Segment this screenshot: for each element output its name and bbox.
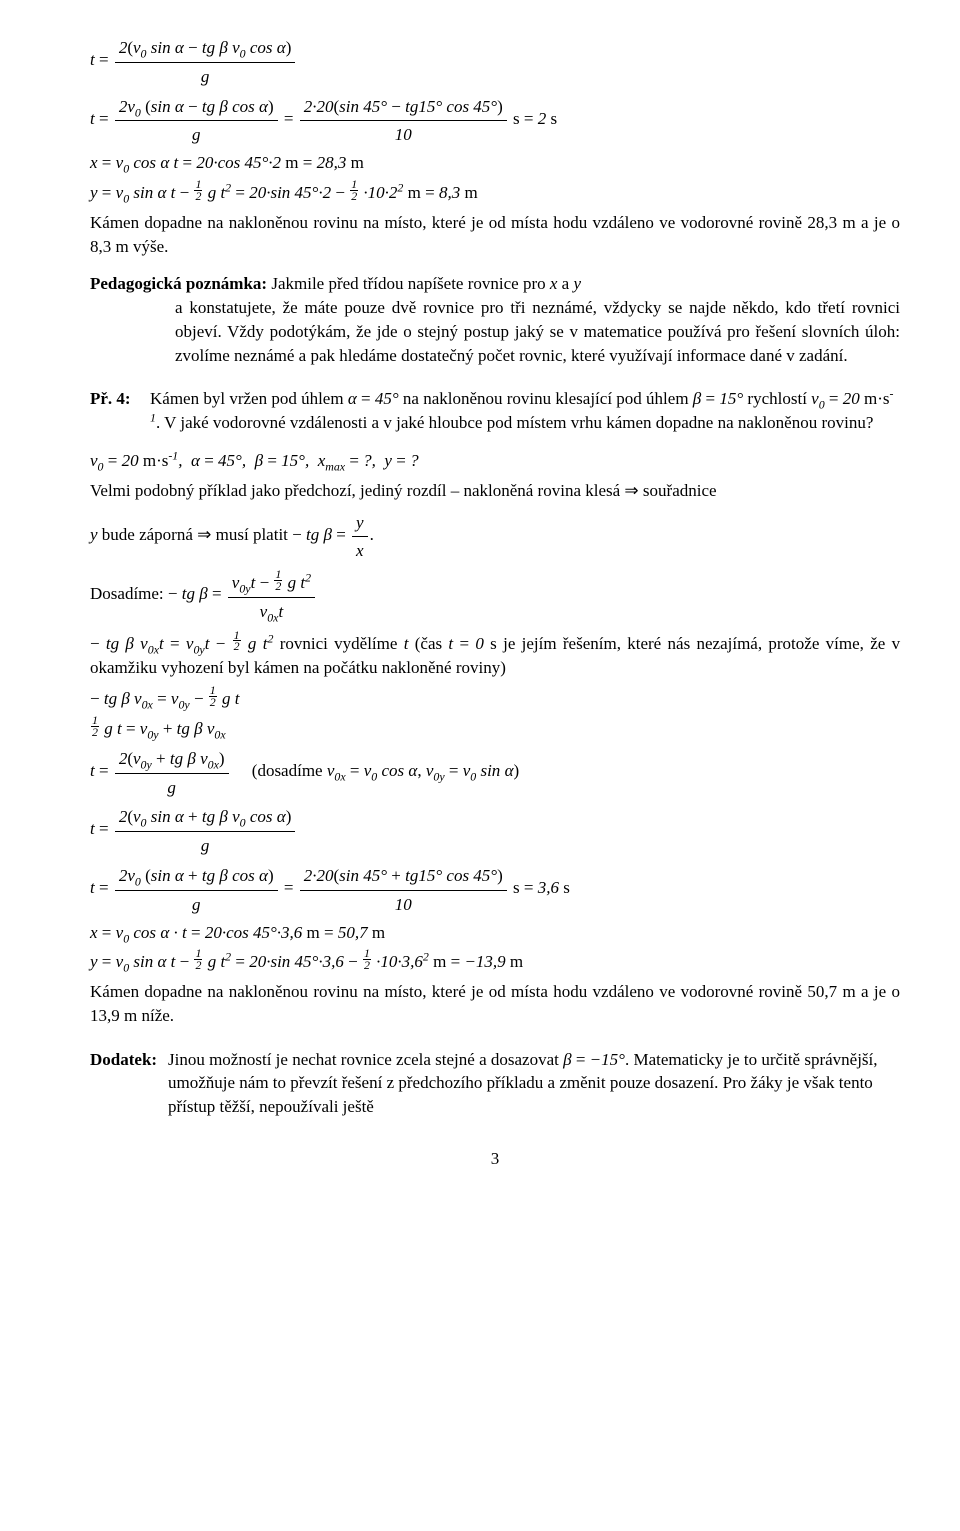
eq7d: (čas	[408, 634, 448, 653]
ex4-s2: na nakloněnou rovinu klesající pod úhlem	[399, 389, 693, 408]
ex4-s3: rychlostí	[743, 389, 811, 408]
ex4-s4: . V jaké vodorovné vzdálenosti a v jaké …	[156, 413, 873, 432]
equation-t2: t = 2v0 (sin α − tg β cos α) g = 2·20(si…	[90, 93, 900, 148]
exercise-4: Př. 4: Kámen byl vržen pod úhlem α = 45°…	[90, 387, 900, 435]
given-values: v0 = 20 m·s-1, α = 45°, β = 15°, xmax = …	[90, 449, 900, 473]
equation-x2: x = v0 cos α · t = 20·cos 45°·3,6 m = 50…	[90, 921, 900, 945]
equation-10: t = 2(v0y + tg β v0x) g (dosadíme v0x = …	[90, 745, 900, 800]
equation-y2: y = v0 sin α t − 12 g t2 = 20·sin 45°·3,…	[90, 948, 900, 974]
paragraph-tg: y bude záporná ⇒ musí platit − tg β = y …	[90, 509, 900, 564]
page-number: 3	[90, 1147, 900, 1171]
addendum-label: Dodatek:	[90, 1048, 168, 1119]
addendum: Dodatek: Jinou možností je nechat rovnic…	[90, 1048, 900, 1119]
exercise-label: Př. 4:	[90, 387, 150, 435]
pedagogical-label: Pedagogická poznámka:	[90, 274, 267, 293]
dosadime-label: Dosadíme:	[90, 584, 168, 603]
pedag-var-y: y	[573, 274, 581, 293]
paragraph-result2: Kámen dopadne na nakloněnou rovinu na mí…	[90, 980, 900, 1028]
para2b: souřadnice	[639, 481, 717, 500]
para3c: musí platit	[211, 525, 292, 544]
dodatek-s1: Jinou možností je nechat rovnice zcela s…	[168, 1050, 563, 1069]
addendum-body: Jinou možností je nechat rovnice zcela s…	[168, 1048, 900, 1119]
pedag-t1: Jakmile před třídou napíšete rovnice pro	[267, 274, 550, 293]
equation-11: t = 2(v0 sin α + tg β v0 cos α) g	[90, 803, 900, 858]
pedag-t2: a	[557, 274, 573, 293]
equation-12: t = 2v0 (sin α + tg β cos α) g = 2·20(si…	[90, 862, 900, 917]
equation-x1: x = v0 cos α t = 20·cos 45°·2 m = 28,3 m	[90, 151, 900, 175]
paragraph-similar: Velmi podobný příklad jako předchozí, je…	[90, 479, 900, 503]
equation-t1: t = 2(v0 sin α − tg β v0 cos α) g	[90, 34, 900, 89]
paragraph-result1: Kámen dopadne na nakloněnou rovinu na mí…	[90, 211, 900, 259]
ex4-s1: Kámen byl vržen pod úhlem	[150, 389, 348, 408]
para2a: Velmi podobný příklad jako předchozí, je…	[90, 481, 624, 500]
equation-dosadime: Dosadíme: − tg β = v0yt − 12 g t2 v0xt	[90, 567, 900, 624]
para3a: y	[90, 525, 98, 544]
eq7b: rovnici vydělíme	[273, 634, 403, 653]
pedagogical-note: Pedagogická poznámka: Jakmile před třído…	[90, 272, 900, 296]
pedagogical-body: a konstatujete, že máte pouze dvě rovnic…	[90, 296, 900, 367]
para3b: bude záporná	[98, 525, 198, 544]
equation-9: 12 g t = v0y + tg β v0x	[90, 715, 900, 741]
equation-8: − tg β v0x = v0y − 12 g t	[90, 685, 900, 711]
equation-y1: y = v0 sin α t − 12 g t2 = 20·sin 45°·2 …	[90, 179, 900, 205]
exercise-body: Kámen byl vržen pod úhlem α = 45° na nak…	[150, 387, 900, 435]
eq7-line: − tg β v0xt = v0yt − 12 g t2 rovnici vyd…	[90, 630, 900, 680]
